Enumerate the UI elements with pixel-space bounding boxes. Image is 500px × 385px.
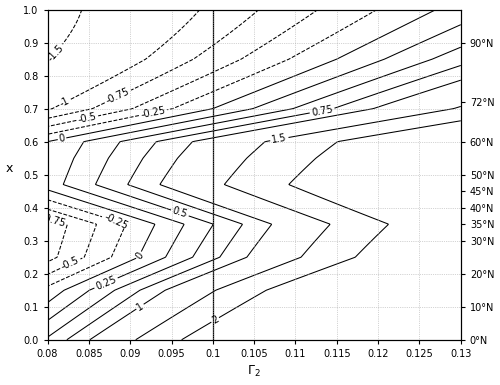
Y-axis label: x: x (6, 162, 13, 175)
Text: 0.75: 0.75 (310, 104, 334, 117)
Text: -0.75: -0.75 (104, 87, 132, 106)
Text: 0.25: 0.25 (94, 274, 118, 292)
Text: 0.5: 0.5 (171, 206, 188, 220)
Text: -0.75: -0.75 (40, 212, 67, 228)
Text: -0.5: -0.5 (60, 255, 81, 272)
Text: -0.5: -0.5 (77, 111, 98, 125)
Text: 2: 2 (210, 314, 220, 326)
Text: -1: -1 (58, 96, 71, 109)
X-axis label: $\Gamma_2$: $\Gamma_2$ (248, 364, 261, 380)
Text: 1: 1 (134, 301, 145, 313)
Text: 0: 0 (134, 250, 145, 261)
Text: -0.25: -0.25 (140, 105, 166, 120)
Text: 1.5: 1.5 (271, 133, 288, 145)
Text: -0.25: -0.25 (102, 211, 130, 231)
Text: 0: 0 (58, 133, 66, 144)
Text: -1.5: -1.5 (46, 43, 66, 64)
